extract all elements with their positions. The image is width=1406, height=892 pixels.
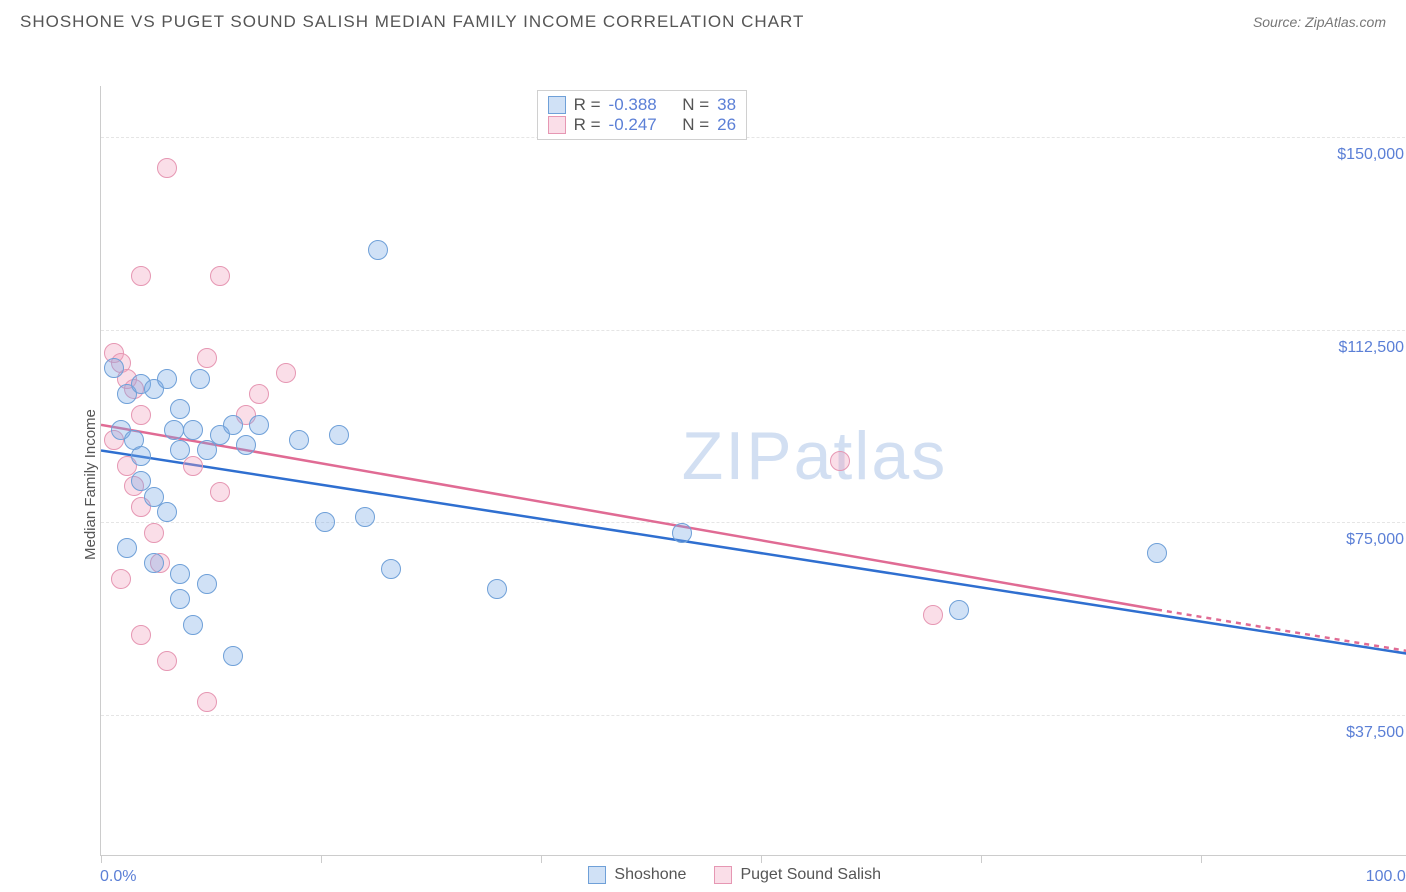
legend-item: Puget Sound Salish — [714, 866, 881, 884]
legend-swatch — [588, 866, 606, 884]
scatter-point-series1 — [381, 559, 401, 579]
scatter-point-series1 — [131, 446, 151, 466]
gridline — [101, 522, 1406, 523]
scatter-point-series1 — [183, 615, 203, 635]
x-tick — [321, 855, 322, 863]
plot-area: $37,500 $75,000 $112,500 $150,000 ZIPatlas R … — [100, 86, 1406, 856]
y-tick-label: $75,000 — [1346, 531, 1404, 549]
watermark: ZIPatlas — [682, 417, 947, 495]
scatter-point-series1 — [368, 240, 388, 260]
legend-label: Shoshone — [614, 866, 686, 884]
stats-legend: R = -0.388 N = 38R = -0.247 N = 26 — [537, 90, 747, 140]
x-tick — [981, 855, 982, 863]
x-min-label: 0.0% — [100, 868, 136, 886]
chart-header: SHOSHONE VS PUGET SOUND SALISH MEDIAN FA… — [0, 0, 1406, 40]
x-tick — [761, 855, 762, 863]
scatter-point-series1 — [164, 420, 184, 440]
scatter-point-series2 — [157, 158, 177, 178]
trendlines — [101, 86, 1406, 856]
legend-item: Shoshone — [588, 866, 686, 884]
x-tick — [101, 855, 102, 863]
scatter-point-series1 — [223, 415, 243, 435]
series-legend: Shoshone Puget Sound Salish — [588, 866, 881, 884]
scatter-point-series1 — [329, 425, 349, 445]
legend-label: Puget Sound Salish — [740, 866, 881, 884]
y-tick-label: $112,500 — [1338, 339, 1404, 357]
gridline — [101, 137, 1406, 138]
gridline — [101, 330, 1406, 331]
scatter-point-series1 — [487, 579, 507, 599]
stats-row: R = -0.247 N = 26 — [548, 115, 736, 135]
scatter-point-series2 — [210, 482, 230, 502]
scatter-point-series2 — [131, 405, 151, 425]
x-tick — [541, 855, 542, 863]
scatter-point-series2 — [197, 348, 217, 368]
scatter-point-series1 — [170, 564, 190, 584]
scatter-point-series1 — [117, 538, 137, 558]
source-label: Source: ZipAtlas.com — [1253, 14, 1386, 30]
legend-swatch — [548, 116, 566, 134]
y-axis-title: Median Family Income — [82, 409, 99, 560]
scatter-point-series1 — [157, 369, 177, 389]
scatter-point-series2 — [111, 569, 131, 589]
chart-title: SHOSHONE VS PUGET SOUND SALISH MEDIAN FA… — [20, 12, 804, 32]
scatter-point-series2 — [249, 384, 269, 404]
scatter-point-series1 — [170, 399, 190, 419]
scatter-point-series2 — [131, 266, 151, 286]
x-tick — [1201, 855, 1202, 863]
scatter-point-series1 — [197, 574, 217, 594]
scatter-point-series1 — [104, 358, 124, 378]
scatter-point-series1 — [223, 646, 243, 666]
gridline — [101, 715, 1406, 716]
scatter-point-series1 — [157, 502, 177, 522]
y-tick-label: $37,500 — [1346, 724, 1404, 742]
scatter-point-series2 — [197, 692, 217, 712]
scatter-point-series2 — [830, 451, 850, 471]
chart-body: $37,500 $75,000 $112,500 $150,000 ZIPatlas R … — [100, 86, 1406, 856]
scatter-point-series2 — [276, 363, 296, 383]
y-tick-label: $150,000 — [1337, 146, 1404, 164]
scatter-point-series2 — [131, 625, 151, 645]
scatter-point-series2 — [923, 605, 943, 625]
scatter-point-series1 — [1147, 543, 1167, 563]
scatter-point-series2 — [210, 266, 230, 286]
stats-row: R = -0.388 N = 38 — [548, 95, 736, 115]
scatter-point-series1 — [144, 553, 164, 573]
scatter-point-series1 — [183, 420, 203, 440]
scatter-point-series1 — [236, 435, 256, 455]
scatter-point-series2 — [157, 651, 177, 671]
scatter-point-series2 — [144, 523, 164, 543]
scatter-point-series1 — [170, 589, 190, 609]
scatter-point-series1 — [949, 600, 969, 620]
scatter-point-series1 — [170, 440, 190, 460]
legend-swatch — [548, 96, 566, 114]
scatter-point-series1 — [355, 507, 375, 527]
scatter-point-series1 — [315, 512, 335, 532]
scatter-point-series1 — [289, 430, 309, 450]
scatter-point-series1 — [672, 523, 692, 543]
scatter-point-series1 — [249, 415, 269, 435]
legend-swatch — [714, 866, 732, 884]
scatter-point-series1 — [190, 369, 210, 389]
x-max-label: 100.0% — [1366, 868, 1406, 886]
